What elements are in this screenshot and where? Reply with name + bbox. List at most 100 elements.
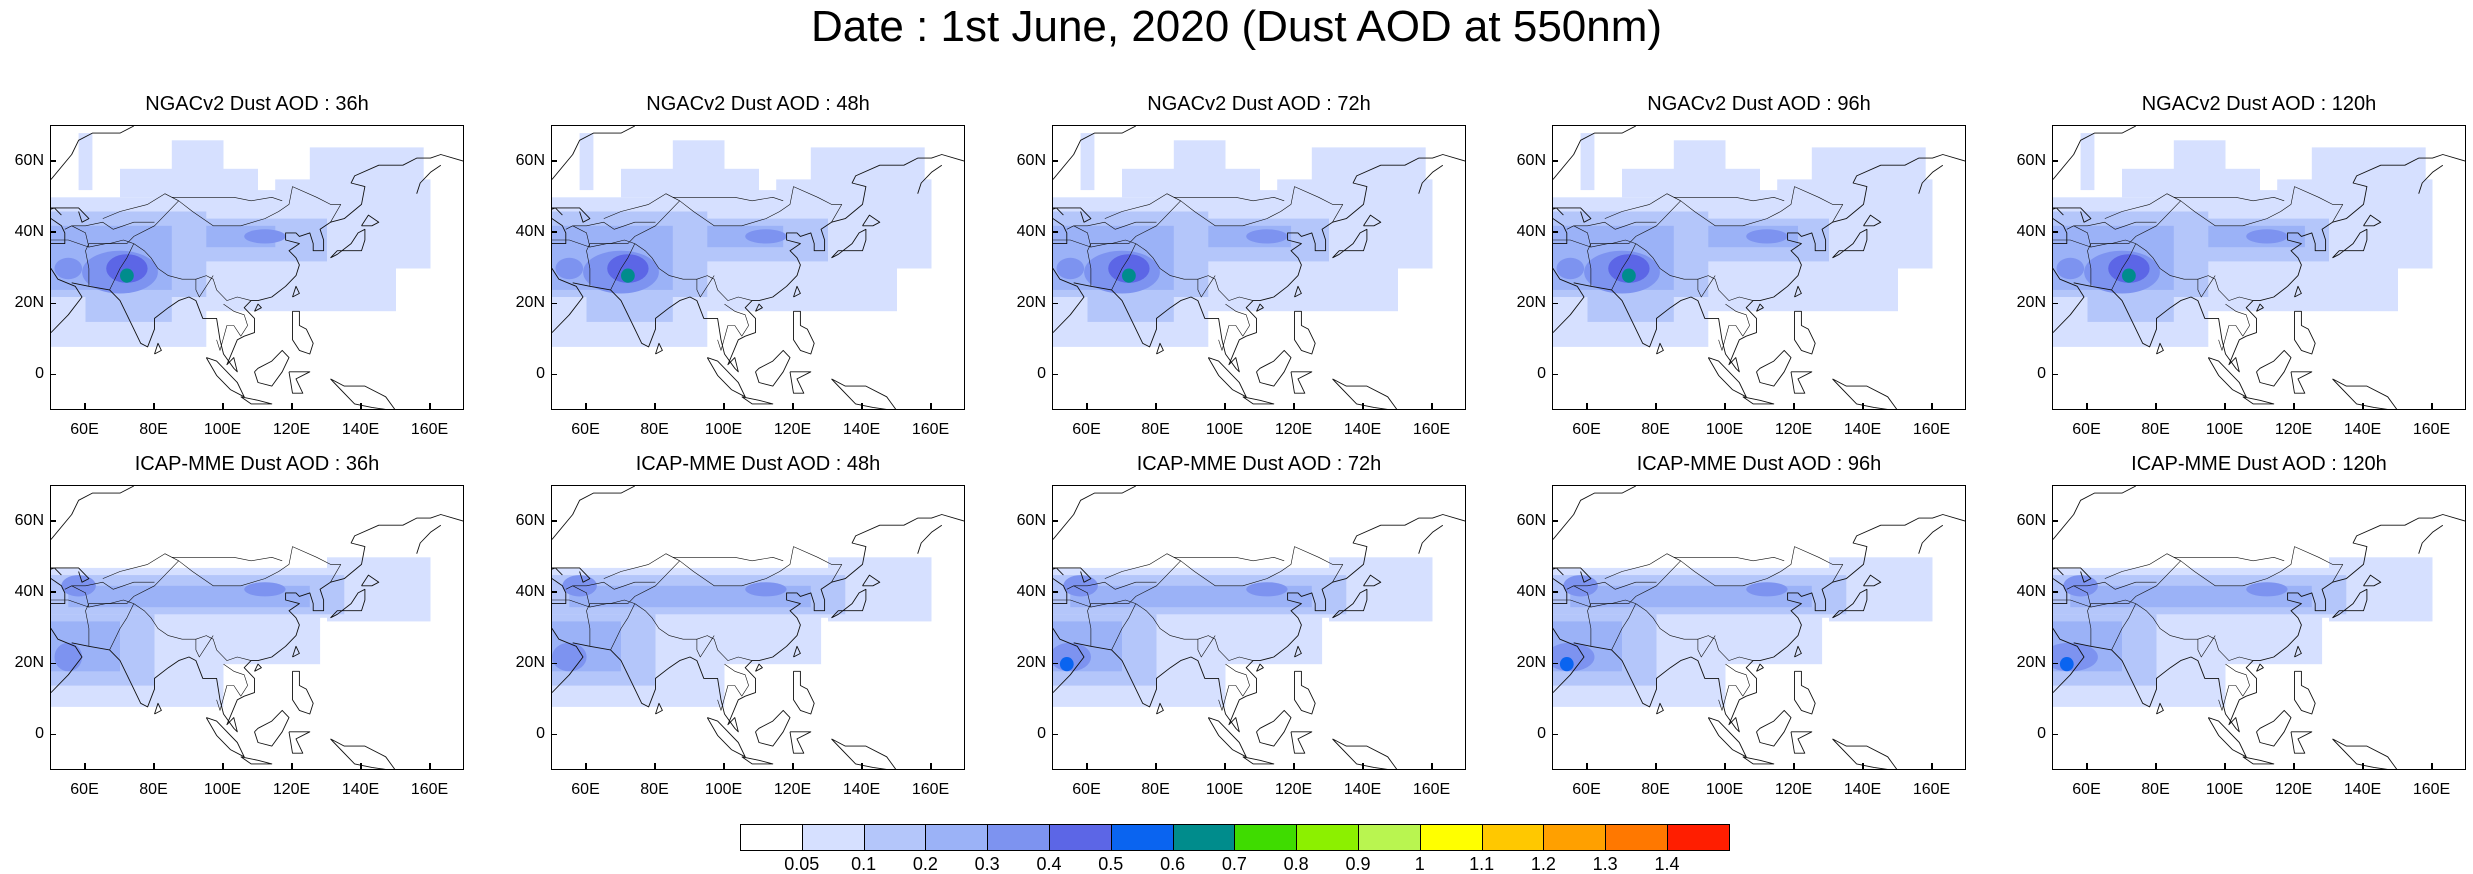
coastline <box>1553 628 1585 693</box>
country-border <box>1073 225 1092 248</box>
coastline <box>1863 574 1882 587</box>
coastline <box>288 371 311 394</box>
map-frame <box>1052 125 1466 410</box>
coastline <box>552 486 636 540</box>
lon-tick-mark <box>1724 403 1726 410</box>
colorbar-label: 0.1 <box>851 854 877 874</box>
coastline <box>1156 342 1164 355</box>
coastline <box>205 717 245 758</box>
map-panel: NGACv2 Dust AOD : 48h 60N 40N 20N 0 60E 80E 100… <box>501 93 995 458</box>
country-border <box>1197 635 1216 658</box>
lon-tick-mark <box>153 763 155 770</box>
lon-tick-mark <box>1655 763 1657 770</box>
coastline <box>254 709 290 747</box>
dust-aod-map <box>552 486 964 769</box>
aod-shading <box>2246 582 2288 597</box>
coastline <box>1553 486 1637 540</box>
coastline <box>1790 731 1813 754</box>
lat-tick-mark <box>1052 160 1058 162</box>
colorbar-swatch <box>1481 824 1545 851</box>
coastline <box>1553 207 1568 245</box>
coastline <box>1363 574 1382 587</box>
coastline <box>2290 731 2313 754</box>
country-border <box>1104 553 1181 579</box>
map-panel: ICAP-MME Dust AOD : 48h 60N 40N 20N 0 60E 80E 1… <box>501 453 995 818</box>
aod-shading <box>724 614 822 665</box>
lat-tick-mark <box>2052 302 2058 305</box>
aod-shading <box>1746 582 1788 597</box>
colorbar-swatch <box>1049 824 1112 851</box>
coastline <box>1053 567 1092 583</box>
lat-tick-mark <box>1552 373 1558 376</box>
coastline <box>2207 357 2247 398</box>
lat-tick-label: 40N <box>2016 582 2046 600</box>
country-border <box>1611 243 1637 291</box>
lat-tick-label: 20N <box>1016 294 1046 312</box>
coastline <box>1242 396 1275 405</box>
panel-title: ICAP-MME Dust AOD : 36h <box>134 453 380 475</box>
lon-tick-label: 100E <box>1705 421 1744 438</box>
lon-tick-label: 160E <box>2412 421 2451 438</box>
coastline <box>51 567 90 583</box>
colorbar-swatch <box>1543 824 1607 851</box>
lat-tick-mark <box>551 591 557 593</box>
lon-tick-label: 120E <box>272 421 311 438</box>
coastline <box>2290 371 2313 394</box>
coastline <box>862 214 881 227</box>
lat-tick-label: 60N <box>14 151 44 169</box>
lat-tick-mark <box>2052 733 2058 736</box>
lat-tick-mark <box>2052 373 2058 376</box>
coastline <box>292 645 300 658</box>
lon-tick-label: 160E <box>1912 781 1951 798</box>
country-border <box>2225 303 2250 337</box>
coastline <box>1332 588 1368 619</box>
aod-shading <box>1056 257 1085 280</box>
country-border <box>195 275 214 298</box>
lon-tick-mark <box>1586 403 1588 410</box>
colorbar-swatch <box>987 824 1050 851</box>
lon-tick-label: 60E <box>571 781 600 798</box>
coastline <box>51 207 66 245</box>
lon-tick-label: 80E <box>2141 421 2170 438</box>
lat-tick-mark <box>1052 373 1058 376</box>
aod-shading <box>309 147 424 205</box>
coastline <box>1053 486 1137 540</box>
coastline <box>2256 303 2264 312</box>
lon-tick-label: 160E <box>1412 421 1451 438</box>
aod-shading <box>2056 257 2085 280</box>
map-panel: ICAP-MME Dust AOD : 36h 60N 40N 20N 0 60E 80E 1… <box>0 453 494 818</box>
lon-tick-label: 60E <box>1072 421 1101 438</box>
coastline <box>1863 214 1882 227</box>
dust-aod-map <box>552 126 964 409</box>
lon-tick-mark <box>1224 403 1226 410</box>
lon-tick-label: 80E <box>139 781 168 798</box>
country-border <box>2073 225 2092 248</box>
lon-tick-mark <box>654 403 656 410</box>
lon-tick-mark <box>585 403 587 410</box>
lat-tick-label: 0 <box>35 365 44 383</box>
colorbar-label: 0.6 <box>1160 854 1186 874</box>
aod-shading <box>223 614 321 665</box>
coastline <box>741 756 774 765</box>
map-frame <box>2052 485 2466 770</box>
aod-shading <box>2122 268 2136 283</box>
coastline <box>1553 567 1592 583</box>
coastline <box>292 310 314 355</box>
coastline <box>831 738 897 769</box>
coastline <box>2418 524 2444 554</box>
lon-tick-label: 80E <box>640 781 669 798</box>
coastline <box>706 717 746 758</box>
country-border <box>552 186 843 248</box>
country-border <box>1087 599 1254 661</box>
coastline <box>1053 207 1092 223</box>
aod-shading <box>745 582 787 597</box>
country-border <box>1587 599 1754 661</box>
map-panel: NGACv2 Dust AOD : 72h 60N 40N 20N 0 60E 80E 100… <box>1002 93 1496 458</box>
lat-tick-label: 20N <box>1516 654 1546 672</box>
country-border <box>724 303 749 337</box>
coastline <box>831 228 867 259</box>
country-border <box>223 663 248 697</box>
coastline <box>2332 228 2368 259</box>
coastline <box>2053 268 2085 333</box>
lat-tick-mark <box>2052 520 2058 522</box>
